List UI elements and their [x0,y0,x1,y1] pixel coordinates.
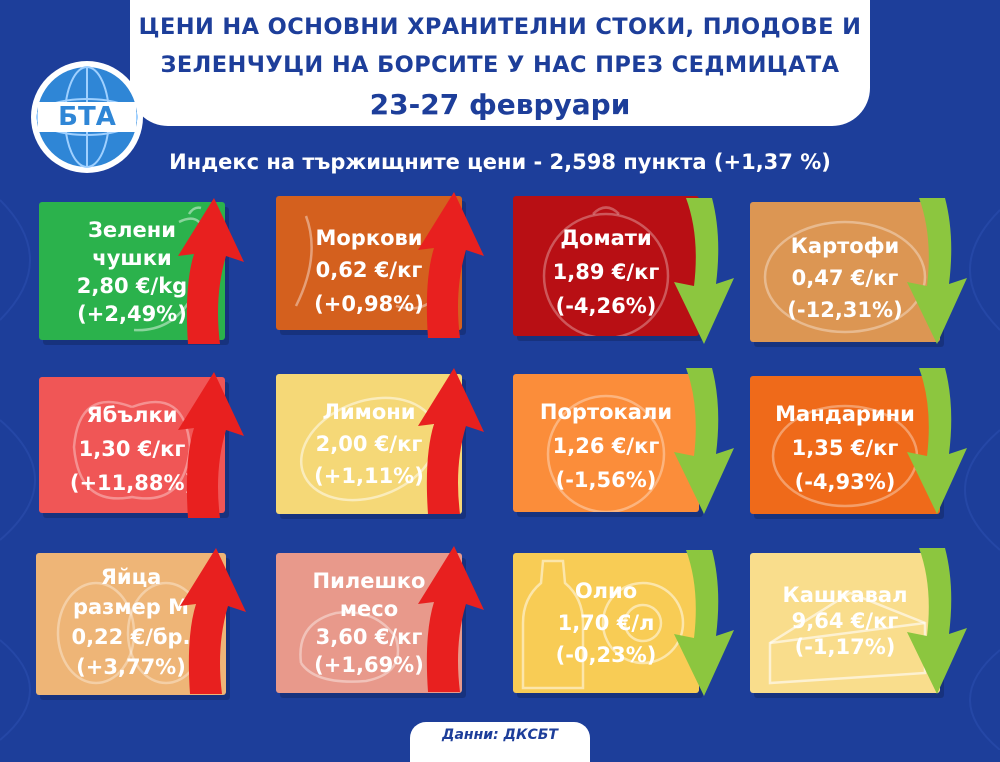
page-title-date: 23-27 февруари [369,88,631,121]
data-source: Данни: ДКСБТ [410,722,590,762]
product-name: Кашкавал [782,583,908,607]
product-name: Ябълки [86,403,178,427]
tomato-icon [542,206,670,336]
product-name: Картофи [790,234,900,258]
product-card-tomatoes: Домати 1,89 €/кг (-4,26%) [513,196,699,336]
oil-bottle-icon [521,559,685,690]
product-name: Моркови [315,226,423,250]
page-title-line2: ЗЕЛЕНЧУЦИ НА БОРСИТЕ У НАС ПРЕЗ СЕДМИЦАТ… [160,52,840,78]
product-price: 2,00 €/кг [315,432,423,456]
trend-up-arrow-icon [178,372,244,518]
chicken-icon [299,611,400,683]
product-name: Лимони [322,400,416,424]
header-panel [130,0,870,126]
logo-text: БТА [58,102,116,132]
trend-up-arrow-icon [178,198,244,344]
product-name: Пилешко [312,569,426,593]
product-name: Мандарини [775,402,915,426]
product-change: (-1,56%) [555,468,657,492]
product-card-green-peppers: Зелени чушки 2,80 €/kg (+2,49%) [39,202,225,340]
product-name: Домати [560,226,652,250]
product-change: (-4,26%) [555,294,657,318]
product-change: (-4,93%) [794,470,896,494]
trend-down-arrow-icon [907,548,967,694]
product-change: (-12,31%) [787,298,903,322]
trend-down-arrow-icon [907,198,967,344]
orange-icon [546,394,666,512]
product-change: (+11,88%) [69,471,195,495]
product-price: 2,80 €/kg [76,274,188,298]
product-card-potatoes: Картофи 0,47 €/кг (-12,31%) [750,202,940,342]
product-change: (-1,17%) [794,635,896,659]
product-price: 1,89 €/кг [552,260,660,284]
product-name: чушки [92,246,172,270]
product-price: 9,64 €/кг [791,609,899,633]
trend-up-arrow-icon [418,546,484,692]
product-card-cheese: Кашкавал 9,64 €/кг (-1,17%) [750,553,940,693]
product-change: (-0,23%) [555,643,657,667]
product-change: (+0,98%) [314,292,424,316]
product-card-eggs: Яйца размер М 0,22 €/бр. (+3,77%) [36,553,226,695]
trend-down-arrow-icon [674,368,734,514]
product-name: размер М [72,595,190,619]
product-card-oranges: Портокали 1,26 €/кг (-1,56%) [513,374,699,512]
potato-icon [763,220,927,334]
product-change: (+2,49%) [77,302,187,326]
product-price: 0,62 €/кг [315,258,423,282]
trend-down-arrow-icon [674,550,734,696]
trend-up-arrow-icon [418,192,484,338]
product-name: Олио [574,579,638,603]
product-price: 3,60 €/кг [315,625,423,649]
product-card-oil: Олио 1,70 €/л (-0,23%) [513,553,699,693]
trend-down-arrow-icon [907,368,967,514]
apple-icon [72,400,192,500]
trend-up-arrow-icon [180,548,246,694]
trend-up-arrow-icon [418,368,484,514]
product-change: (+1,69%) [314,653,424,677]
product-card-mandarins: Мандарини 1,35 €/кг (-4,93%) [750,376,940,514]
product-change: (+1,11%) [314,464,424,488]
product-price: 1,70 €/л [557,611,655,635]
product-price: 1,35 €/кг [791,436,899,460]
product-name: Яйца [100,565,162,589]
page-title-line1: ЦЕНИ НА ОСНОВНИ ХРАНИТЕЛНИ СТОКИ, ПЛОДОВ… [138,14,862,40]
product-name: Зелени [87,218,176,242]
product-name: месо [339,597,399,621]
product-price: 0,22 €/бр. [71,625,191,649]
product-price: 0,47 €/кг [791,266,899,290]
price-index: Индекс на тържищните цени - 2,598 пункта… [169,150,831,174]
product-change: (+3,77%) [76,655,186,679]
bta-logo: БТА [28,58,146,176]
product-price: 1,26 €/кг [552,434,660,458]
trend-down-arrow-icon [674,198,734,344]
product-name: Портокали [539,400,673,424]
product-price: 1,30 €/кг [78,437,186,461]
